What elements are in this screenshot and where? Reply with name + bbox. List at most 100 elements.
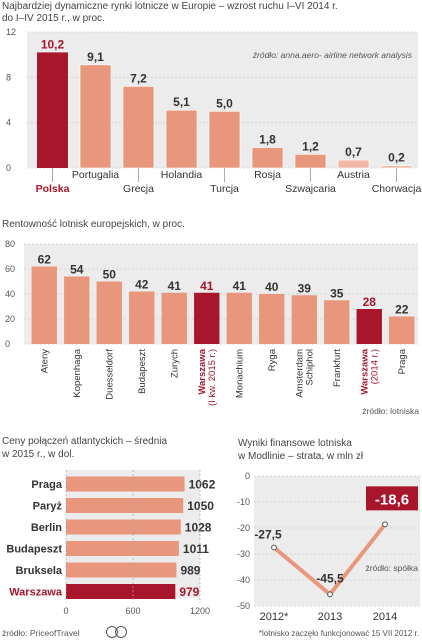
chart2-bar (161, 292, 187, 344)
chart1-title-2: do I–IV 2015 r., w proc. (2, 13, 105, 24)
chart1-bar (337, 159, 370, 169)
chart1-source: źródło: anna.aero- airline network analy… (252, 50, 413, 60)
chart2-category-label: Praga (397, 348, 408, 374)
copyright-logo-icon-2 (115, 626, 127, 638)
chart2-category-label: Monachium (234, 349, 245, 398)
chart3-category-label: Praga (31, 479, 62, 491)
chart1-value-label: 9,1 (87, 50, 104, 64)
chart4-value-label: -27,5 (254, 528, 282, 542)
chart1-ytick: 4 (6, 118, 11, 128)
chart4-source: źródło: spółka (366, 563, 419, 573)
chart4-point (327, 591, 333, 598)
chart4-ytick: -40 (237, 575, 250, 585)
chart1-value-label: 5,1 (173, 95, 190, 109)
chart1-category-label: Chorwacja (372, 183, 422, 195)
chart2-category-label: Schiphol (304, 349, 315, 385)
chart4-category-label: 2013 (318, 611, 342, 623)
chart1-bar-chart: 0 4 8 12 źródło: anna.aero- airline network … (6, 27, 422, 195)
chart3-bar (66, 541, 179, 556)
chart2-value-label: 40 (265, 280, 279, 294)
chart1-bar (251, 147, 284, 169)
chart2-ytick: 80 (5, 239, 15, 249)
chart3-category-label: Warszawa (9, 587, 63, 599)
chart1-value-label: 1,8 (259, 133, 276, 147)
chart3-xtick: 0 (63, 606, 68, 616)
chart4-point (382, 521, 388, 528)
chart4-ytick: -20 (237, 523, 250, 533)
chart1-ytick: 12 (6, 27, 16, 37)
chart1-category-label: Portugalia (72, 169, 119, 181)
chart1-category-label: Polska (36, 183, 70, 195)
chart1-bar (294, 154, 327, 169)
chart2-category-label: Warszawa (197, 348, 208, 394)
chart1-category-label: Turcja (210, 183, 239, 195)
chart3-value-label: 1050 (187, 499, 214, 513)
chart2-bar (96, 281, 122, 344)
chart1-bar (380, 165, 413, 169)
chart1-category-label: Szwajcaria (285, 183, 336, 195)
chart2-ytick: 60 (5, 264, 15, 274)
chart2-value-label: 28 (363, 295, 377, 309)
chart2-category-label: Kopenhaga (72, 348, 83, 397)
chart4-point (271, 544, 277, 551)
chart1-value-label: 5,0 (216, 96, 233, 110)
chart1-category-label: Grecja (123, 183, 154, 195)
chart1-bar (165, 109, 198, 169)
chart2-ytick: 40 (5, 289, 15, 299)
chart4-ytick: -30 (237, 549, 250, 559)
chart3-hbar-chart: Praga 1062 Paryż 1050 Berlin 1028 Budapeszt 101… (2, 470, 216, 638)
chart2-value-label: 39 (298, 281, 312, 295)
copyright-logo-icon (106, 626, 118, 638)
chart2-value-label: 41 (200, 279, 214, 293)
chart2-category-label: Budapeszt (137, 349, 148, 394)
chart2-bar-chart: 0 20 40 60 80 62 Ateny 54 Kopenhaga 50 Duesseldorf… (5, 239, 419, 416)
chart3-bar (66, 498, 184, 513)
chart3-xtick: 600 (125, 606, 140, 616)
chart2-bar (259, 294, 285, 344)
chart1-value-label: 1,2 (302, 139, 319, 153)
chart4-title: Wyniki finansowe lotniska (238, 438, 352, 449)
chart2-category-label: (2014 r.) (369, 349, 380, 384)
chart3-bar (66, 562, 177, 578)
chart2-value-label: 41 (233, 279, 247, 293)
chart2-category-label: Frankfurt (332, 349, 343, 387)
chart2-bar (64, 276, 90, 344)
chart4-highlight-box (366, 486, 418, 511)
chart2-category-label: Ryga (267, 348, 278, 371)
chart2-bar (324, 300, 350, 344)
chart1-bar (79, 64, 112, 169)
chart4-ytick: 0 (245, 471, 250, 481)
chart3-value-label: 979 (179, 585, 199, 599)
chart3-value-label: 1011 (183, 542, 209, 556)
chart2-value-label: 62 (38, 253, 52, 267)
chart3-category-label: Berlin (31, 522, 62, 534)
chart1-value-label: 7,2 (130, 71, 147, 85)
chart2-bar (291, 295, 317, 344)
chart4-ytick: -50 (237, 601, 250, 611)
chart1-value-label: 0,2 (388, 151, 405, 165)
chart1-category-label: Austria (337, 169, 370, 181)
chart3-bar (66, 476, 185, 492)
chart2-value-label: 50 (103, 268, 117, 282)
chart1-bar (37, 52, 68, 168)
chart1-ytick: 8 (6, 72, 11, 82)
chart4-category-label: 2014 (373, 611, 397, 623)
chart1-category-label: Rosja (254, 169, 281, 181)
chart3-title-2: w 2015 r., w dol. (2, 449, 75, 460)
chart2-category-label: Zurych (169, 349, 180, 378)
chart3-xtick: 1200 (190, 606, 210, 616)
chart2-bar (356, 309, 382, 344)
chart2-category-label: (I kw. 2015 r.) (207, 349, 218, 406)
chart3-title: Ceny połączeń atlantyckich – średnia (2, 436, 168, 447)
chart1-value-label: 10,2 (41, 37, 65, 51)
chart3-value-label: 1028 (185, 521, 212, 535)
chart4-value-label: -18,6 (375, 491, 409, 508)
chart2-category-label: Ateny (39, 349, 50, 374)
chart3-bar (66, 519, 181, 535)
chart2-category-label: Duesseldorf (104, 349, 115, 400)
chart3-category-label: Bruksela (16, 565, 63, 577)
chart2-value-label: 42 (135, 278, 149, 292)
chart1-bar (122, 86, 155, 169)
chart4-value-label: -45,5 (316, 571, 344, 585)
chart1-value-label: 0,7 (345, 145, 362, 159)
